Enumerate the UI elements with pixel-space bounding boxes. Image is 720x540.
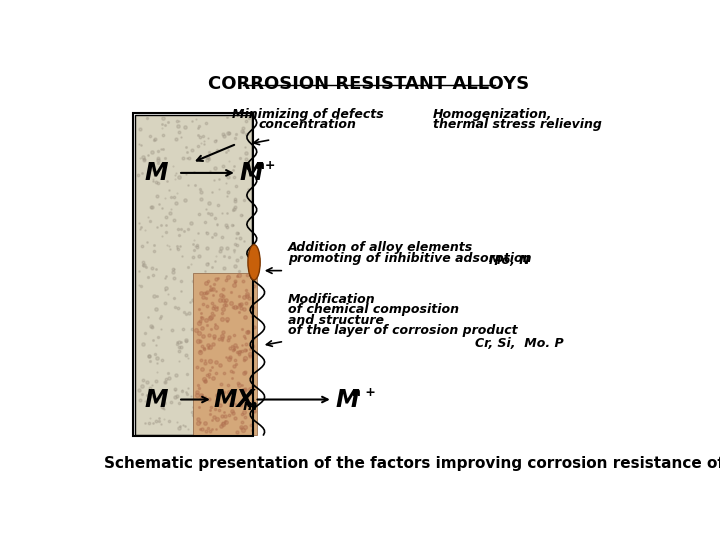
Text: of the layer of corrosion product: of the layer of corrosion product xyxy=(288,324,518,337)
Ellipse shape xyxy=(248,245,260,280)
Text: M: M xyxy=(144,388,168,411)
Text: Addition of alloy elements: Addition of alloy elements xyxy=(288,241,473,254)
Text: and structure: and structure xyxy=(288,314,384,327)
Text: CORROSION RESISTANT ALLOYS: CORROSION RESISTANT ALLOYS xyxy=(208,75,530,93)
Text: promoting of inhibitive adsorption: promoting of inhibitive adsorption xyxy=(288,252,531,265)
Text: Homogenization,: Homogenization, xyxy=(433,108,553,121)
Text: MX: MX xyxy=(214,388,256,411)
Text: Modification: Modification xyxy=(288,293,376,306)
Text: concentration: concentration xyxy=(258,118,356,131)
Text: Schematic presentation of the factors improving corrosion resistance of active a: Schematic presentation of the factors im… xyxy=(104,456,720,471)
Text: M: M xyxy=(240,161,263,185)
Text: Cr, Si,  Mo. P: Cr, Si, Mo. P xyxy=(475,337,564,350)
Text: M: M xyxy=(336,388,359,411)
Text: n+: n+ xyxy=(256,159,276,172)
Text: of chemical composition: of chemical composition xyxy=(288,303,459,316)
Text: M: M xyxy=(144,161,168,185)
Bar xyxy=(193,273,258,435)
Text: n +: n + xyxy=(352,386,376,399)
Text: m: m xyxy=(243,399,257,413)
Text: thermal stress relieving: thermal stress relieving xyxy=(433,118,602,131)
Bar xyxy=(133,113,253,436)
Text: Mo, N: Mo, N xyxy=(489,254,530,267)
Text: Minimizing of defects: Minimizing of defects xyxy=(232,108,384,121)
Bar xyxy=(135,114,252,435)
